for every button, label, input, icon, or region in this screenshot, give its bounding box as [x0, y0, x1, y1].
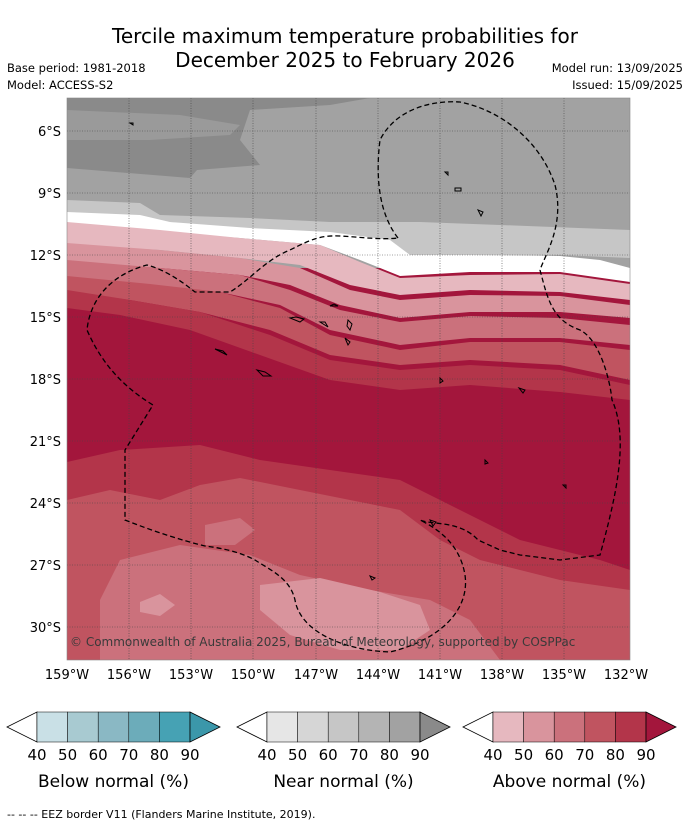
issued-text: Issued: 15/09/2025 [572, 78, 683, 92]
near-swatch-40 [266, 711, 298, 743]
model-text: Model: ACCESS-S2 [7, 78, 114, 92]
above-swatch-50 [523, 711, 555, 743]
lon-label-153w: 153°W [169, 668, 213, 683]
above-normal-label: Above normal (%) [492, 772, 647, 792]
lon-label-132w: 132°W [604, 668, 648, 683]
lat-label-21s: 21°S [30, 435, 61, 450]
near-normal-70-region [67, 200, 630, 262]
above-normal-40-band [67, 222, 630, 300]
normal-boundary-band [67, 212, 630, 282]
below-swatch-40 [36, 711, 68, 743]
lon-label-147w: 147°W [294, 668, 338, 683]
below-swatch-60 [97, 711, 130, 743]
above-normal-60-patch [205, 518, 255, 545]
above-normal-50-south-region [260, 578, 430, 650]
near-tick-60: 60 [319, 746, 338, 764]
near-tick-90: 90 [410, 746, 429, 764]
probability-field [67, 98, 630, 660]
near-tick-50: 50 [288, 746, 307, 764]
above-normal-colorbar: 40 50 60 70 80 90 [462, 711, 677, 764]
lat-label-12s: 12°S [30, 249, 61, 264]
chart-title-line1: Tercile maximum temperature probabilitie… [112, 24, 578, 48]
below-swatch-50 [67, 711, 99, 743]
lat-label-15s: 15°S [30, 311, 61, 326]
model-run-text: Model run: 13/09/2025 [551, 61, 683, 75]
lon-label-144w: 144°W [356, 668, 400, 683]
above-swatch-60 [553, 711, 586, 743]
lon-label-150w: 150°W [231, 668, 275, 683]
below-tick-50: 50 [58, 746, 77, 764]
lon-label-159w: 159°W [45, 668, 89, 683]
copyright-text: © Commonwealth of Australia 2025, Bureau… [70, 635, 575, 649]
below-swatch-80 [159, 711, 191, 743]
near-swatch-70 [358, 711, 390, 743]
below-normal-label: Below normal (%) [38, 772, 189, 792]
below-normal-colorbar: 40 50 60 70 80 90 [6, 711, 221, 764]
above-normal-50-patch [140, 594, 175, 616]
lon-label-141w: 141°W [418, 668, 462, 683]
below-tick-70: 70 [119, 746, 138, 764]
above-max-arrow [645, 711, 677, 743]
above-swatch-70 [584, 711, 616, 743]
above-normal-80-band [67, 290, 630, 400]
near-min-arrow [236, 711, 268, 743]
above-tick-50: 50 [514, 746, 533, 764]
islands [128, 122, 567, 581]
lat-label-9s: 9°S [38, 187, 61, 202]
map-frame [66, 97, 631, 661]
lon-label-156w: 156°W [107, 668, 151, 683]
below-max-arrow [189, 711, 221, 743]
above-tick-80: 80 [606, 746, 625, 764]
base-period-text: Base period: 1981-2018 [7, 61, 146, 75]
lon-axis-labels: 159°W 156°W 153°W 150°W 147°W 144°W 141°… [45, 668, 648, 683]
lat-label-30s: 30°S [30, 621, 61, 636]
near-normal-85-region [67, 110, 240, 140]
above-normal-70-band [67, 276, 630, 380]
near-normal-label: Near normal (%) [273, 772, 414, 792]
lat-axis-labels: 6°S 9°S 12°S 15°S 18°S 21°S 24°S 27°S 30… [30, 125, 61, 636]
below-tick-90: 90 [180, 746, 199, 764]
below-swatch-70 [128, 711, 160, 743]
near-tick-40: 40 [257, 746, 276, 764]
above-tick-40: 40 [483, 746, 502, 764]
above-normal-50-band [67, 243, 630, 318]
near-swatch-60 [327, 711, 360, 743]
above-normal-60-band [67, 260, 630, 345]
near-tick-70: 70 [349, 746, 368, 764]
lat-label-24s: 24°S [30, 497, 61, 512]
below-min-arrow [6, 711, 38, 743]
lat-label-27s: 27°S [30, 559, 61, 574]
above-min-arrow [462, 711, 494, 743]
below-tick-40: 40 [27, 746, 46, 764]
lon-label-135w: 135°W [542, 668, 586, 683]
above-tick-90: 90 [636, 746, 655, 764]
near-max-arrow [419, 711, 451, 743]
chart-title-line2: December 2025 to February 2026 [175, 48, 515, 72]
eez-borders [86, 101, 621, 653]
above-swatch-40 [492, 711, 524, 743]
near-tick-80: 80 [380, 746, 399, 764]
below-tick-60: 60 [89, 746, 108, 764]
lon-label-138w: 138°W [480, 668, 524, 683]
lat-label-18s: 18°S [30, 373, 61, 388]
above-tick-70: 70 [575, 746, 594, 764]
near-swatch-50 [297, 711, 329, 743]
above-swatch-80 [615, 711, 647, 743]
below-tick-80: 80 [150, 746, 169, 764]
above-tick-60: 60 [545, 746, 564, 764]
lat-label-6s: 6°S [38, 125, 61, 140]
near-swatch-80 [389, 711, 421, 743]
near-normal-colorbar: 40 50 60 70 80 90 [236, 711, 451, 764]
eez-source-note: -- -- -- EEZ border V11 (Flanders Marine… [7, 808, 316, 821]
